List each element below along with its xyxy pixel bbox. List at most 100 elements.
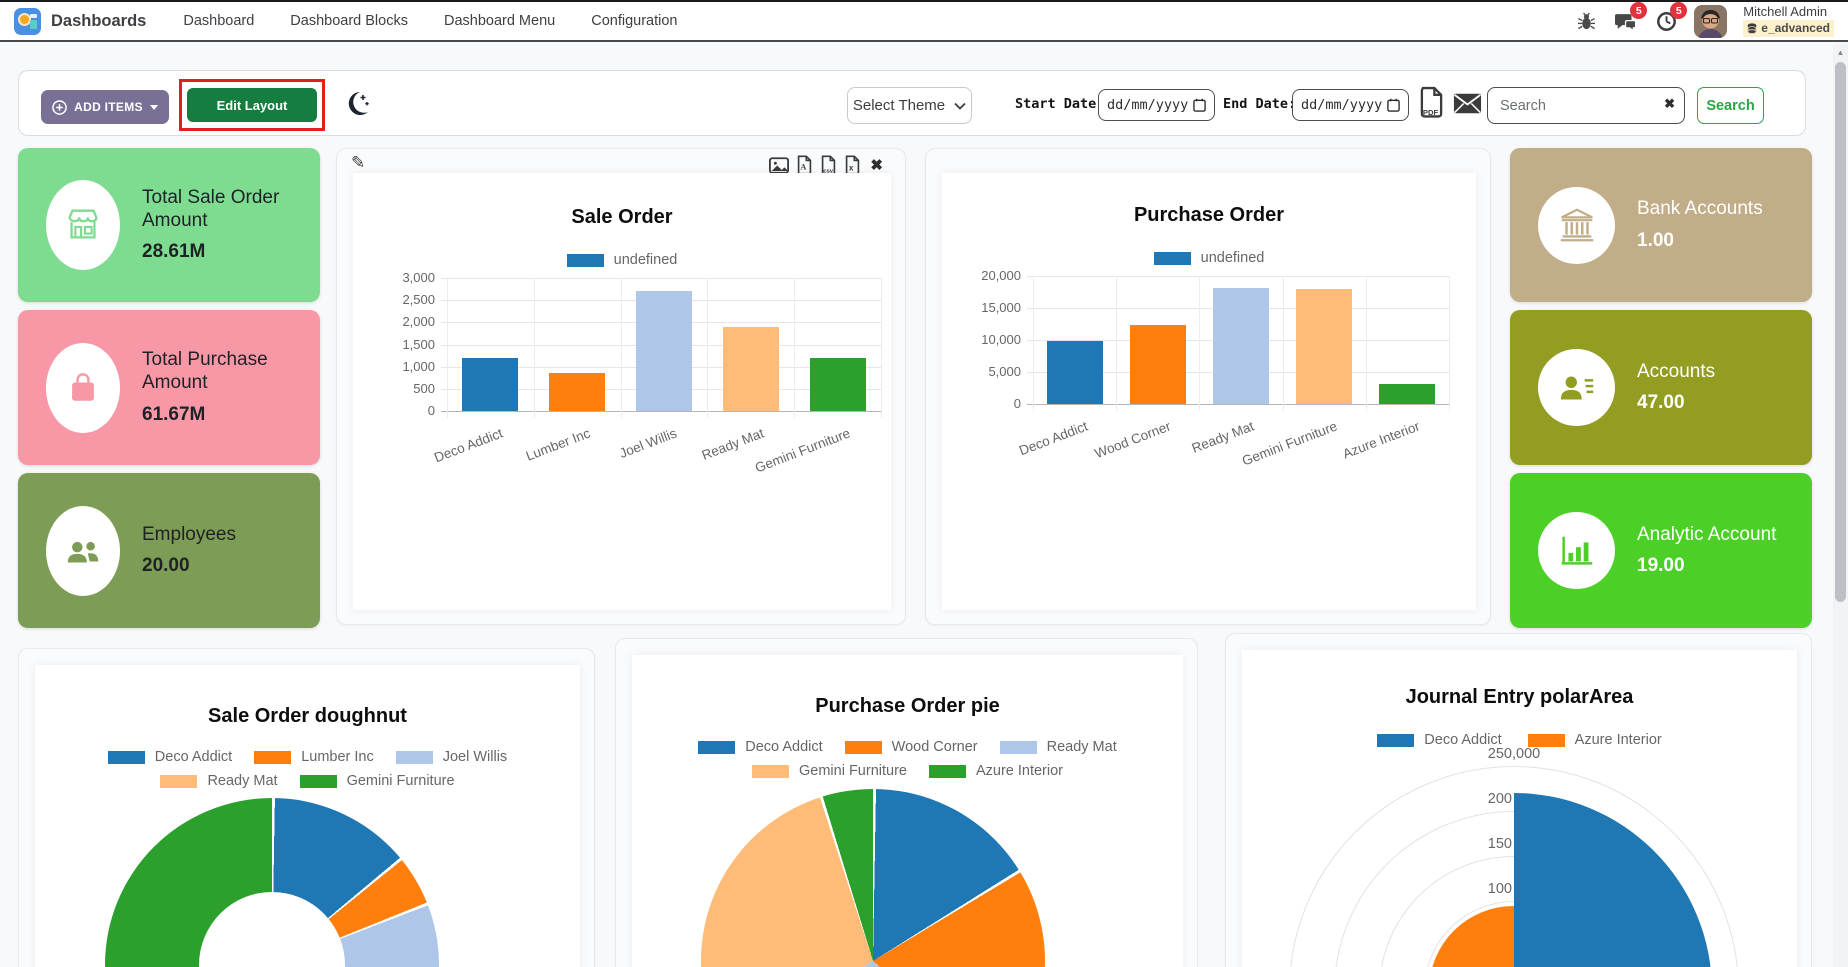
y-gridline (1027, 276, 1449, 277)
chart-legend: Deco Addict Azure Interior (1242, 732, 1797, 748)
send-mail-icon[interactable] (1453, 93, 1482, 117)
x-axis-category-label: Gemini Furniture (1239, 418, 1339, 469)
bar-gemini-furniture[interactable] (1296, 289, 1353, 404)
legend-item-azure-interior[interactable]: Azure Interior (1527, 732, 1662, 748)
kpi-card-employees[interactable]: Employees 20.00 (18, 473, 320, 628)
calendar-icon[interactable] (1193, 98, 1206, 112)
employees-icon (46, 505, 120, 596)
kpi-card-accounts[interactable]: Accounts 47.00 (1510, 310, 1812, 465)
export-csv-file-icon[interactable]: csv (820, 155, 837, 175)
legend-label: Ready Mat (1046, 739, 1117, 755)
activities-clock-icon[interactable]: 5 (1654, 2, 1688, 33)
legend-item-lumber-inc[interactable]: Lumber Inc (254, 749, 374, 765)
nav-item-dashboard-menu[interactable]: Dashboard Menu (443, 13, 556, 29)
x-gridline (533, 278, 535, 418)
legend-item-deco-addict[interactable]: Deco Addict (107, 749, 232, 765)
select-theme-dropdown[interactable]: Select Theme (847, 87, 972, 124)
legend-item-wood-corner[interactable]: Wood Corner (844, 739, 978, 755)
legend-swatch (751, 764, 789, 778)
calendar-icon[interactable] (1387, 98, 1400, 112)
app-brand[interactable]: Dashboards (51, 11, 147, 30)
kpi-card-total-purchase[interactable]: Total Purchase Amount 61.67M (18, 310, 320, 465)
add-items-button[interactable]: ADD ITEMS (41, 90, 169, 124)
legend-item-ready-mat[interactable]: Ready Mat (999, 739, 1117, 755)
close-block-icon[interactable]: ✖ (870, 157, 883, 174)
bar-deco-addict[interactable] (462, 357, 519, 411)
svg-text:A: A (801, 163, 807, 172)
start-date-input[interactable]: dd/mm/yyyy (1098, 89, 1215, 121)
legend-item-gemini-furniture[interactable]: Gemini Furniture (751, 763, 907, 779)
nav-item-dashboard[interactable]: Dashboard (183, 13, 255, 29)
y-axis-tick-label: 0 (1013, 396, 1021, 411)
export-xls-file-icon[interactable]: x (844, 155, 861, 175)
legend-item-azure-interior[interactable]: Azure Interior (928, 763, 1063, 779)
sale-order-doughnut[interactable] (105, 798, 439, 967)
scrollbar-up-arrow[interactable]: ▲ (1836, 48, 1845, 57)
y-axis-tick-label: 1,000 (402, 358, 435, 374)
x-gridline (1199, 276, 1201, 411)
x-gridline (1449, 276, 1450, 411)
scrollbar-thumb[interactable] (1835, 62, 1846, 602)
x-axis-category-label: Ready Mat (1189, 418, 1256, 456)
bar-ready-mat[interactable] (722, 326, 779, 411)
purchase-order-chart-panel: Purchase Order undefined 0 5,000 10,000 15,… (925, 148, 1491, 625)
end-date-input[interactable]: dd/mm/yyyy (1292, 89, 1409, 121)
legend-swatch (844, 740, 882, 754)
legend-item-joel-willis[interactable]: Joel Willis (395, 749, 507, 765)
kpi-card-bank-accounts[interactable]: Bank Accounts 1.00 (1510, 148, 1812, 302)
bar-gemini-furniture[interactable] (809, 357, 866, 411)
export-pdf-icon[interactable]: PDF (1419, 86, 1444, 122)
bar-ready-mat[interactable] (1213, 288, 1269, 404)
svg-text:x: x (849, 163, 854, 172)
y-axis-tick-label: 1,500 (402, 336, 435, 352)
nav-item-configuration[interactable]: Configuration (591, 13, 678, 29)
edit-layout-button[interactable]: Edit Layout (187, 88, 317, 122)
x-gridline (881, 278, 882, 418)
y-gridline (441, 278, 881, 279)
export-pdf-file-icon[interactable]: A (796, 155, 813, 175)
plus-circle-icon (52, 99, 67, 115)
messages-icon[interactable]: 5 (1614, 2, 1648, 33)
shopping-bag-icon (46, 342, 120, 433)
search-button[interactable]: Search (1697, 87, 1764, 124)
search-input[interactable] (1487, 87, 1685, 124)
legend-item-deco-addict[interactable]: Deco Addict (698, 739, 823, 755)
x-axis-category-label: Wood Corner (1092, 418, 1173, 462)
kpi-card-analytic-account[interactable]: Analytic Account 19.00 (1510, 473, 1812, 628)
clear-search-icon[interactable]: ✖ (1664, 96, 1675, 111)
legend-swatch (254, 750, 292, 764)
chart-title: Purchase Order pie (815, 695, 1000, 717)
x-gridline (1033, 276, 1034, 411)
legend-item-undefined[interactable]: undefined (566, 252, 677, 268)
debug-bug-icon[interactable] (1574, 9, 1598, 33)
legend-swatch (395, 750, 433, 764)
bar-joel-willis[interactable] (636, 291, 692, 411)
legend-item-gemini-furniture[interactable]: Gemini Furniture (299, 773, 455, 789)
x-gridline (1116, 276, 1118, 411)
bar-deco-addict[interactable] (1046, 340, 1103, 404)
export-image-icon[interactable] (769, 156, 790, 174)
user-menu[interactable]: Mitchell Admin e_advanced (1743, 4, 1834, 39)
dark-mode-moon-icon[interactable] (341, 89, 371, 122)
bar-azure-interior[interactable] (1379, 384, 1436, 404)
legend-item-undefined[interactable]: undefined (1153, 250, 1264, 266)
legend-item-ready-mat[interactable]: Ready Mat (160, 773, 278, 789)
bar-wood-corner[interactable] (1129, 324, 1186, 404)
edit-pencil-icon[interactable]: ✎ (351, 153, 366, 172)
kpi-card-total-sale-order[interactable]: Total Sale Order Amount 28.61M (18, 148, 320, 302)
y-axis-tick-label: 500 (413, 380, 435, 396)
user-avatar[interactable] (1694, 4, 1728, 38)
bar-lumber-inc[interactable] (549, 373, 606, 411)
app-logo-icon[interactable] (14, 7, 41, 35)
legend-label: Gemini Furniture (798, 763, 907, 779)
kpi-value: 61.67M (142, 403, 206, 425)
polar-radial-tick-label: 100 (1487, 881, 1512, 897)
y-axis-tick-label: 2,000 (402, 314, 435, 330)
nav-item-dashboard-blocks[interactable]: Dashboard Blocks (290, 13, 408, 29)
purchase-order-pie[interactable] (701, 789, 1045, 967)
page-scrollbar[interactable]: ▲ (1833, 44, 1848, 967)
top-navbar: Dashboards Dashboard Dashboard Blocks Da… (0, 0, 1848, 42)
sale-order-bar-plot: 0 500 1,000 1,500 2,000 2,500 3,000 Deco Addict… (402, 270, 882, 476)
legend-item-deco-addict[interactable]: Deco Addict (1377, 732, 1502, 748)
caret-down-icon (149, 104, 158, 110)
